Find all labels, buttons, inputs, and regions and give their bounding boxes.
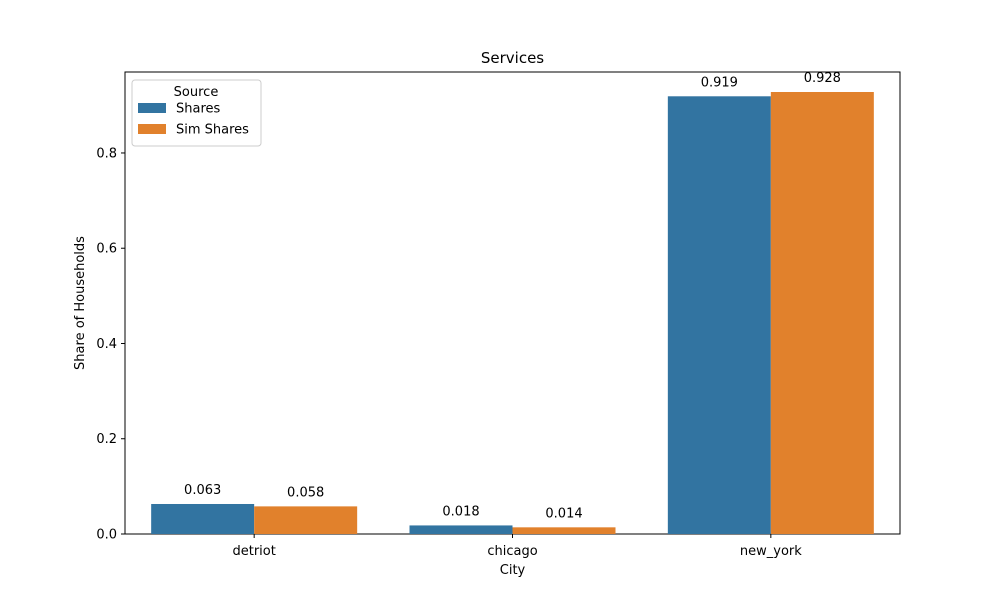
x-tick-label: detriot: [232, 544, 275, 559]
legend-swatch: [138, 103, 166, 113]
x-tick-label: chicago: [487, 544, 537, 559]
legend: Source Shares Sim Shares: [131, 79, 262, 147]
x-axis-label: City: [500, 563, 526, 578]
y-tick-label: 0.0: [96, 528, 117, 543]
legend-label: Shares: [176, 102, 221, 117]
y-tick-label: 0.4: [96, 337, 117, 352]
bar: [770, 92, 874, 535]
data-label: 0.058: [287, 485, 324, 500]
chart-title: Services: [481, 49, 544, 67]
legend-swatch: [138, 124, 166, 134]
bar: [409, 525, 513, 534]
y-axis-label: Share of Households: [73, 236, 88, 370]
data-label: 0.928: [804, 71, 841, 86]
bar: [512, 527, 616, 534]
y-tick-label: 0.6: [96, 242, 117, 257]
bar: [667, 96, 771, 535]
data-label: 0.063: [184, 483, 221, 498]
data-label: 0.919: [701, 75, 738, 90]
legend-title: Source: [174, 85, 219, 100]
y-tick-label: 0.8: [96, 146, 117, 161]
plot-area: 0.0 0.2 0.4 0.6 0.8 detriot 0.063 0.058 chicago 0…: [96, 71, 901, 559]
bar: [254, 506, 358, 534]
legend-label: Sim Shares: [176, 123, 249, 138]
x-tick-label: new_york: [740, 544, 802, 559]
y-tick-label: 0.2: [96, 432, 117, 447]
data-label: 0.018: [442, 504, 479, 519]
bar: [151, 503, 255, 534]
data-label: 0.014: [545, 506, 582, 521]
